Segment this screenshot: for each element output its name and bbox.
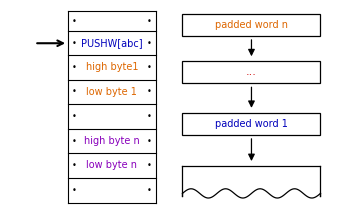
Text: •: • bbox=[147, 186, 152, 195]
Text: •: • bbox=[147, 63, 152, 72]
Text: •: • bbox=[147, 87, 152, 96]
Text: high byte n: high byte n bbox=[84, 136, 140, 146]
Text: •: • bbox=[72, 112, 76, 121]
Text: PUSHW[abc]: PUSHW[abc] bbox=[81, 38, 143, 48]
Text: low byte n: low byte n bbox=[86, 160, 137, 170]
Text: •: • bbox=[147, 137, 152, 146]
Text: •: • bbox=[72, 63, 76, 72]
Text: •: • bbox=[72, 161, 76, 170]
Text: •: • bbox=[72, 39, 76, 48]
Text: •: • bbox=[147, 161, 152, 170]
Bar bbox=[183, 113, 320, 135]
Text: •: • bbox=[147, 112, 152, 121]
Text: •: • bbox=[72, 17, 76, 26]
Text: •: • bbox=[147, 39, 152, 48]
Bar bbox=[183, 14, 320, 36]
Text: high byte1: high byte1 bbox=[86, 63, 138, 73]
Text: •: • bbox=[72, 137, 76, 146]
Text: padded word 1: padded word 1 bbox=[215, 119, 288, 129]
Text: •: • bbox=[147, 17, 152, 26]
Text: •: • bbox=[72, 186, 76, 195]
Text: ...: ... bbox=[246, 67, 257, 77]
Text: •: • bbox=[72, 87, 76, 96]
Bar bbox=[183, 61, 320, 83]
Text: padded word n: padded word n bbox=[215, 20, 288, 30]
Text: low byte 1: low byte 1 bbox=[86, 87, 137, 97]
